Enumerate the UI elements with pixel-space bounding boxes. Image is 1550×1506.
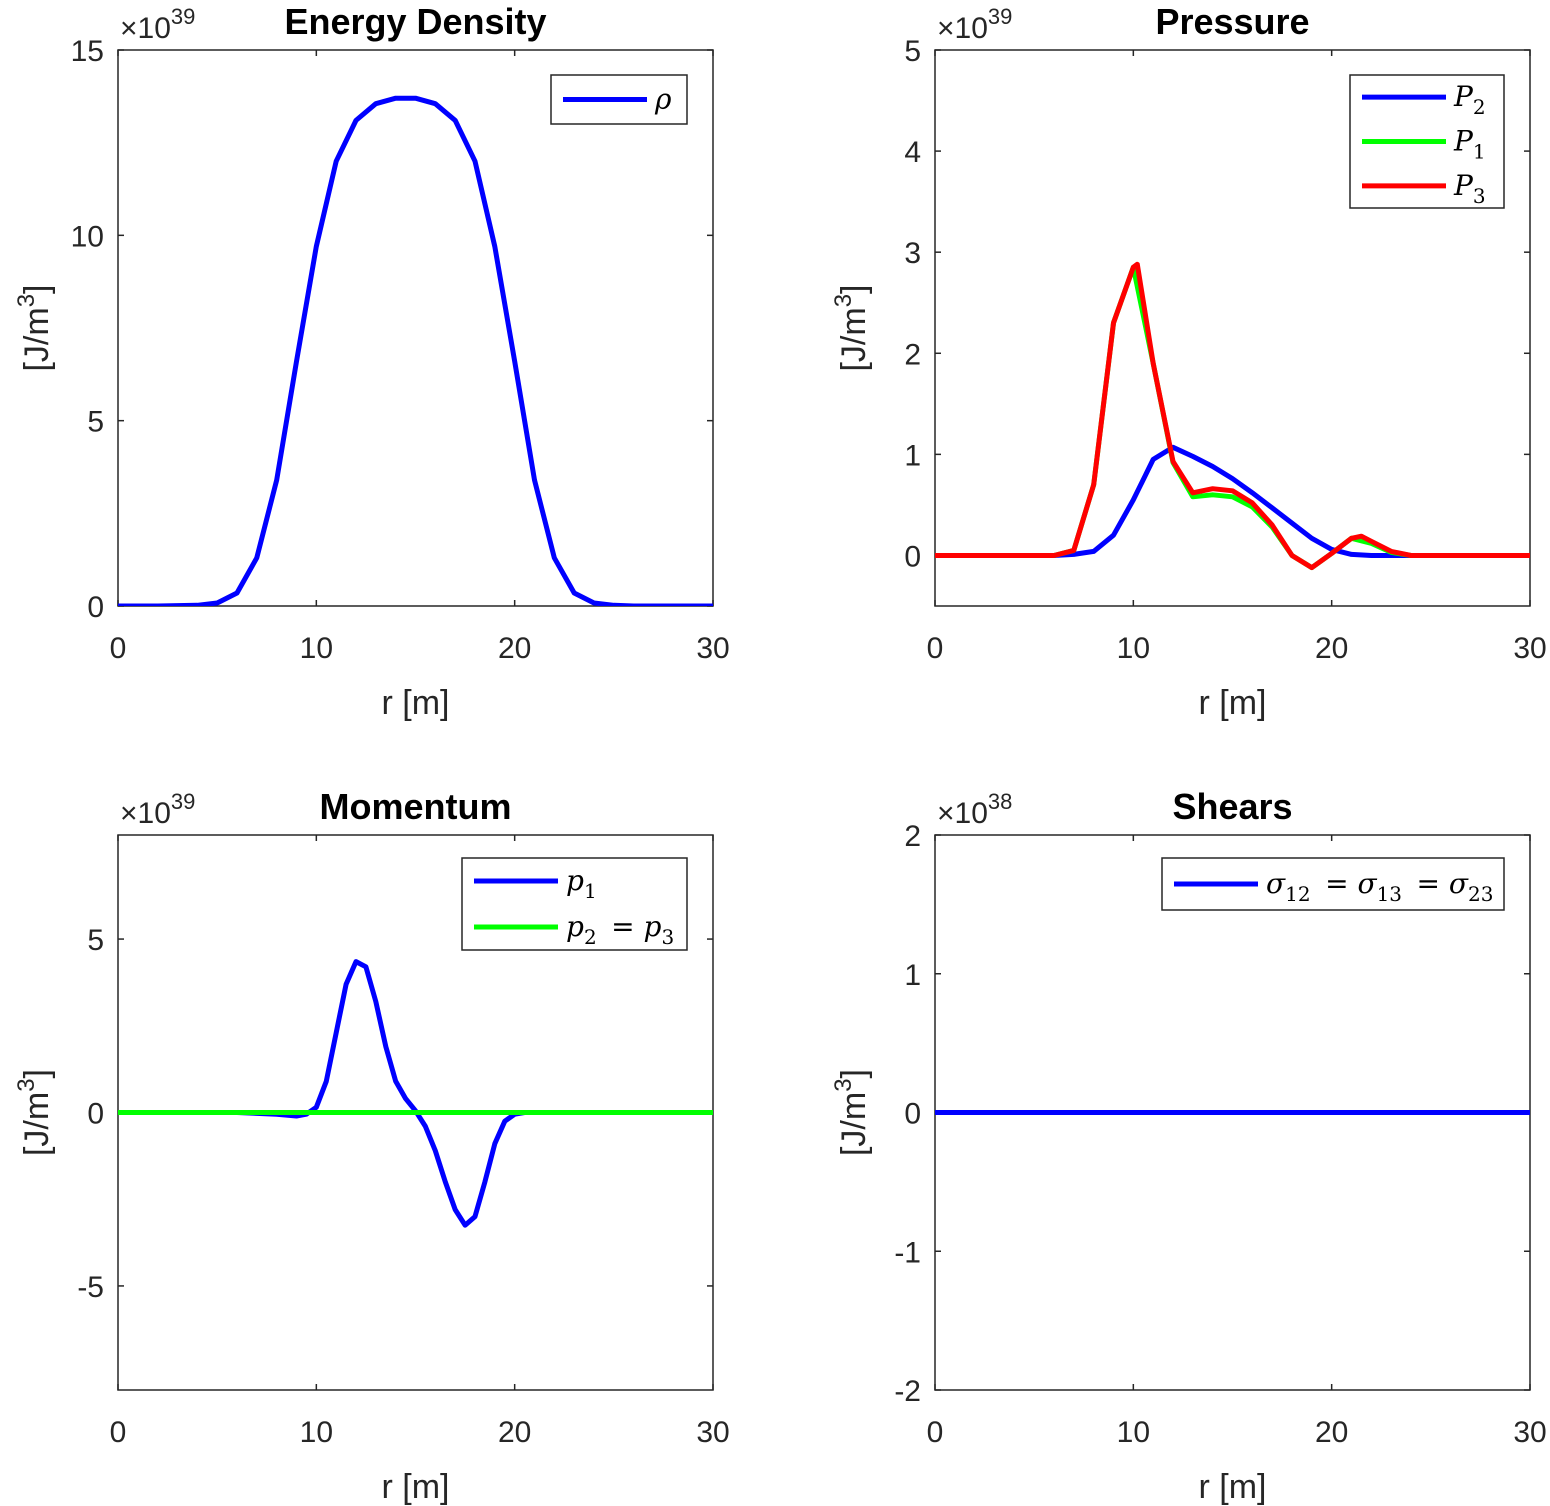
series-line-1 (118, 95, 713, 606)
x-tick-label: 0 (927, 1416, 944, 1449)
y-axis-label: [J/m3] (830, 1069, 873, 1156)
legend: ρ (550, 74, 688, 125)
axis-multiplier: ×1038 (937, 789, 1012, 830)
chart-title: Pressure (1155, 1, 1309, 42)
y-tick-label: 0 (904, 540, 921, 573)
axis-multiplier: ×1039 (120, 4, 195, 45)
series-line-1 (118, 959, 713, 1228)
y-tick-label: 5 (87, 924, 104, 957)
x-tick-label: 0 (927, 632, 944, 665)
x-tick-label: 20 (498, 632, 531, 665)
y-tick-label: -1 (894, 1236, 921, 1269)
legend: P2 P1 P3 (1349, 74, 1505, 209)
y-axis-label: [J/m3] (13, 284, 56, 371)
chart-title: Shears (1172, 786, 1292, 827)
x-tick-label: 30 (1513, 1416, 1546, 1449)
y-tick-label: -2 (894, 1375, 921, 1408)
legend-entry-1: P2 (1453, 80, 1491, 119)
y-tick-label: 0 (904, 1098, 921, 1131)
chart-title: Energy Density (284, 1, 546, 42)
y-tick-label: 10 (71, 220, 104, 253)
legend-entry-1: ρ (654, 83, 672, 116)
x-tick-label: 0 (110, 632, 127, 665)
y-tick-label: 5 (904, 35, 921, 68)
chart-panel-3: 0 10 20 30 -5 0 5 Momentum ×1039 r [m] [J/m3] p1 p2… (13, 786, 730, 1506)
y-tick-label: 5 (87, 406, 104, 439)
x-tick-label: 30 (696, 632, 729, 665)
x-axis-label: r [m] (382, 1468, 450, 1506)
x-tick-label: 20 (1315, 1416, 1348, 1449)
x-axis-label: r [m] (1199, 684, 1267, 722)
x-axis-label: r [m] (1199, 1468, 1267, 1506)
legend-entry-1: p1 (566, 864, 602, 903)
legend: p1 p2 = p3 (461, 857, 688, 951)
x-tick-label: 20 (1315, 632, 1348, 665)
chart-panel-2: 0 10 20 30 0 1 2 3 4 5 Pressure ×1039 r [m] [J/m3] P2 … (830, 1, 1547, 722)
series-line-1 (935, 444, 1530, 558)
series-line-3 (935, 261, 1530, 571)
y-tick-label: 2 (904, 338, 921, 371)
legend-entry-2: P1 (1453, 125, 1491, 164)
y-tick-label: 0 (87, 1098, 104, 1131)
legend-entry-1: σ12 = σ13 = σ23 (1266, 867, 1499, 906)
legend-entry-2: p2 = p3 (566, 910, 680, 949)
x-tick-label: 30 (1513, 632, 1546, 665)
axis-multiplier: ×1039 (120, 789, 195, 830)
y-tick-label: 1 (904, 959, 921, 992)
axes-box (117, 49, 714, 607)
legend: σ12 = σ13 = σ23 (1161, 857, 1505, 911)
x-tick-label: 30 (696, 1416, 729, 1449)
x-tick-label: 0 (110, 1416, 127, 1449)
y-tick-label: 4 (904, 136, 921, 169)
y-tick-label: -5 (77, 1271, 104, 1304)
y-tick-label: 1 (904, 439, 921, 472)
legend-entry-3: P3 (1453, 169, 1491, 208)
y-axis-label: [J/m3] (830, 284, 873, 371)
x-axis-label: r [m] (382, 684, 450, 722)
x-tick-label: 10 (300, 1416, 333, 1449)
x-tick-label: 10 (1117, 1416, 1150, 1449)
chart-title: Momentum (320, 786, 512, 827)
y-axis-label: [J/m3] (13, 1069, 56, 1156)
y-tick-label: 15 (71, 35, 104, 68)
axis-multiplier: ×1039 (937, 4, 1012, 45)
x-tick-label: 10 (1117, 632, 1150, 665)
y-tick-label: 2 (904, 820, 921, 853)
x-tick-label: 10 (300, 632, 333, 665)
y-tick-label: 0 (87, 591, 104, 624)
chart-panel-1: 0 10 20 30 0 5 10 15 Energy Density ×1039 r [m] [J/… (13, 1, 730, 722)
y-tick-label: 3 (904, 237, 921, 270)
x-tick-label: 20 (498, 1416, 531, 1449)
legend-box (461, 857, 688, 951)
chart-panel-4: 0 10 20 30 -2 -1 0 1 2 Shears ×1038 r [m] [J/m3] σ12 … (830, 786, 1547, 1506)
